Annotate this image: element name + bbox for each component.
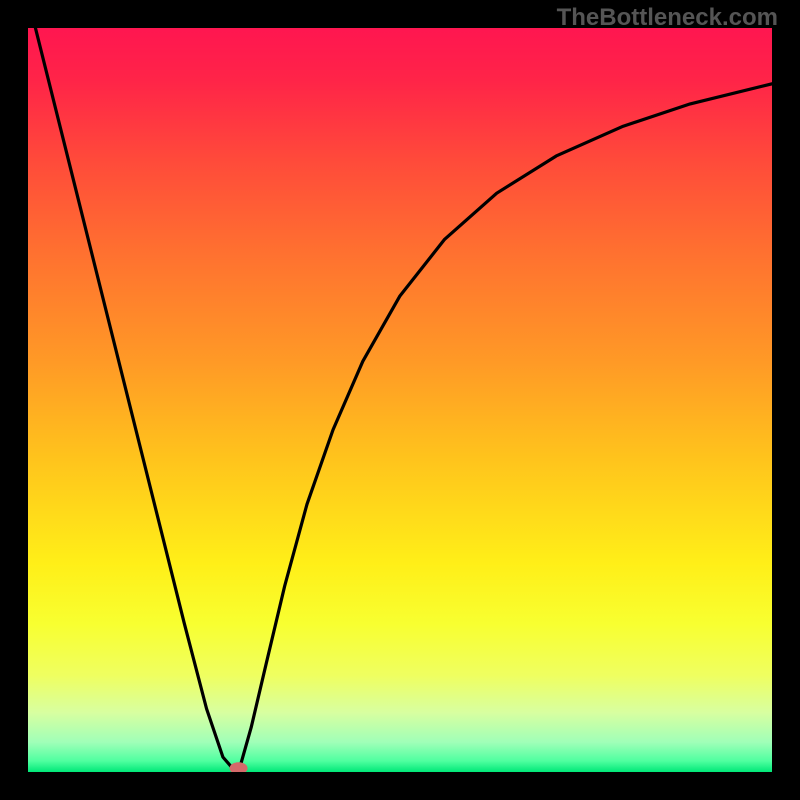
gradient-background (28, 28, 772, 772)
watermark-text: TheBottleneck.com (557, 4, 778, 32)
optimum-marker (230, 762, 248, 774)
bottleneck-plot (0, 0, 800, 800)
